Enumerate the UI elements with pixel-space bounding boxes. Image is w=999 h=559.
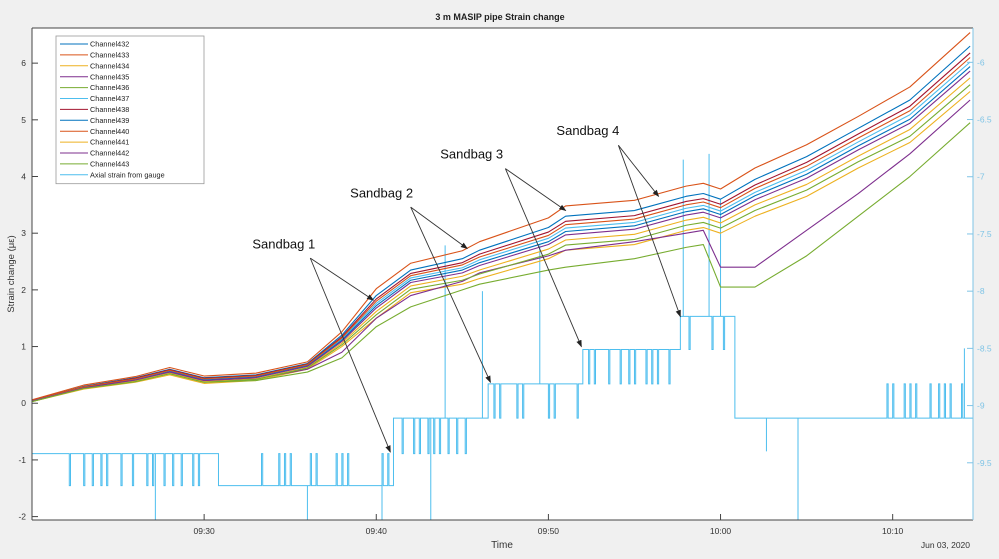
chart-title: 3 m MASIP pipe Strain change	[435, 12, 564, 22]
right-tick-label: -8	[977, 286, 985, 296]
legend-entry: Channel439	[90, 116, 129, 125]
right-tick-label: -9.5	[977, 458, 992, 468]
right-tick-label: -7	[977, 172, 985, 182]
series-line-channel432	[32, 45, 971, 401]
left-tick-label: -1	[18, 455, 26, 465]
annotation-arrow	[504, 168, 582, 348]
annotation-arrow	[310, 257, 375, 301]
right-tick-label: -8.5	[977, 343, 992, 353]
x-tick-label: 10:10	[882, 526, 904, 536]
legend-entry: Channel443	[90, 160, 129, 169]
right-tick-label: -7.5	[977, 229, 992, 239]
legend-entry: Channel434	[90, 61, 129, 70]
legend-entry: Channel433	[90, 51, 129, 60]
x-tick-label: 09:30	[193, 526, 215, 536]
legend-entry: Axial strain from gauge	[90, 170, 165, 179]
left-tick-label: -2	[18, 512, 26, 522]
gauge-line	[32, 315, 973, 487]
legend-entry: Channel440	[90, 127, 129, 136]
annotation-arrow	[618, 145, 660, 198]
series-line-channel440	[32, 57, 971, 401]
right-tick-label: -6.5	[977, 115, 992, 125]
legend-entry: Channel432	[90, 40, 129, 49]
x-tick-label: 09:40	[366, 526, 388, 536]
series-line-channel442	[32, 70, 971, 402]
annotation-arrow	[505, 168, 567, 212]
y-axis-label: Strain change (με)	[6, 235, 17, 312]
right-tick-label: -9	[977, 401, 985, 411]
x-tick-label: 09:50	[538, 526, 560, 536]
annotation-arrow	[410, 206, 491, 384]
right-tick-label: -6	[977, 57, 985, 67]
series-line-channel441	[32, 77, 971, 402]
series-line-channel438	[32, 52, 971, 401]
left-tick-label: 4	[21, 172, 26, 182]
series-line-channel434	[32, 91, 971, 403]
annotation-arrow	[309, 257, 391, 453]
annotation-label: Sandbag 2	[350, 185, 413, 200]
left-tick-label: 0	[21, 398, 26, 408]
annotation-label: Sandbag 1	[252, 236, 315, 251]
left-tick-label: 1	[21, 342, 26, 352]
series-line-channel437	[32, 61, 971, 402]
annotation-label: Sandbag 4	[556, 123, 619, 138]
left-tick-label: 2	[21, 285, 26, 295]
left-tick-label: 6	[21, 58, 26, 68]
legend-entry: Channel436	[90, 83, 129, 92]
series-line-channel439	[32, 66, 971, 402]
legend-entry: Channel442	[90, 149, 129, 158]
x-tick-label: 10:00	[710, 526, 732, 536]
series-line-channel433	[32, 32, 971, 401]
legend-entry: Channel438	[90, 105, 129, 114]
left-tick-label: 3	[21, 228, 26, 238]
date-label: Jun 03, 2020	[921, 540, 970, 550]
annotation-arrow	[617, 145, 681, 318]
legend-entry: Channel435	[90, 72, 129, 81]
left-tick-label: 5	[21, 115, 26, 125]
annotation-arrow	[410, 206, 468, 250]
legend-entry: Channel437	[90, 94, 129, 103]
legend-entry: Channel441	[90, 138, 129, 147]
x-axis-label: Time	[491, 540, 513, 551]
series-line-channel443	[32, 84, 971, 403]
annotation-label: Sandbag 3	[440, 146, 503, 161]
